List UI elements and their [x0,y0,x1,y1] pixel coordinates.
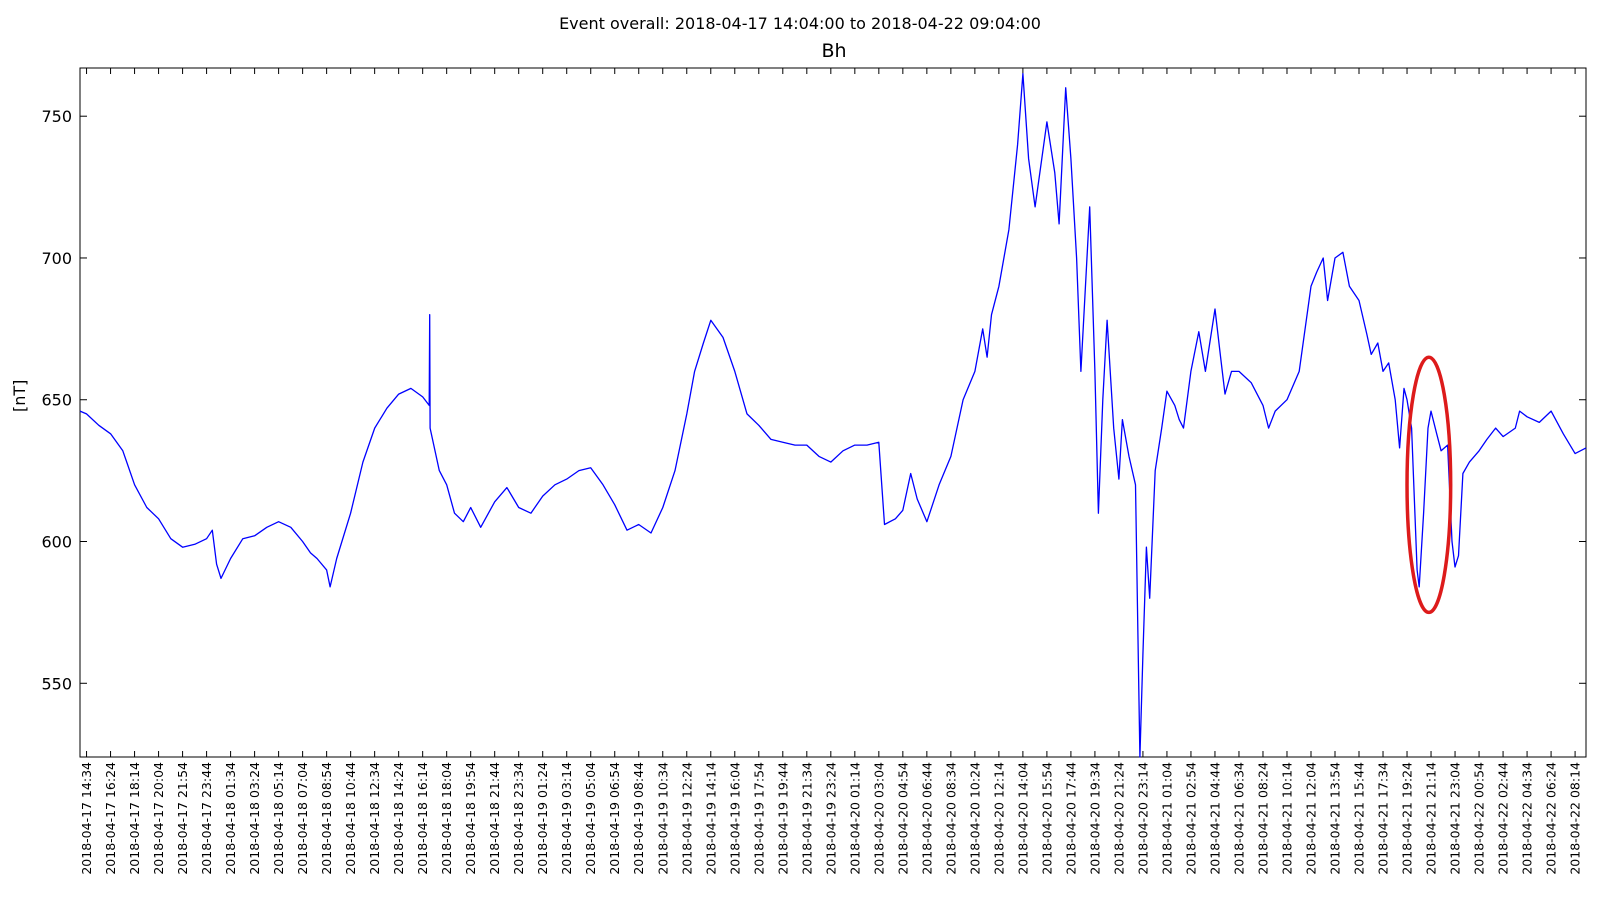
x-tick-label: 2018-04-20 01:14 [847,762,862,875]
y-tick-label: 650 [41,391,72,410]
x-tick-label: 2018-04-17 16:24 [103,762,118,875]
x-tick-label: 2018-04-18 10:44 [343,762,358,875]
x-tick-label: 2018-04-21 19:24 [1400,762,1415,875]
x-tick-label: 2018-04-21 23:04 [1448,762,1463,875]
x-tick-label: 2018-04-18 05:14 [271,762,286,875]
x-tick-label: 2018-04-20 10:24 [967,762,982,875]
x-tick-label: 2018-04-22 06:24 [1544,762,1559,875]
x-tick-label: 2018-04-18 08:54 [319,762,334,875]
x-tick-label: 2018-04-19 10:34 [655,762,670,875]
x-tick-label: 2018-04-20 06:44 [919,762,934,875]
x-tick-label: 2018-04-21 12:04 [1303,762,1318,875]
x-tick-label: 2018-04-19 06:54 [607,762,622,875]
x-tick-label: 2018-04-18 01:34 [223,762,238,875]
x-tick-label: 2018-04-21 13:54 [1328,762,1343,875]
x-tick-label: 2018-04-21 02:54 [1183,762,1198,875]
x-tick-label: 2018-04-21 15:44 [1352,762,1367,875]
x-tick-label: 2018-04-17 21:54 [175,762,190,875]
x-tick-label: 2018-04-21 06:34 [1231,762,1246,875]
x-tick-label: 2018-04-17 14:34 [79,762,94,875]
x-tick-label: 2018-04-20 14:04 [1015,762,1030,875]
x-tick-label: 2018-04-22 00:54 [1472,762,1487,875]
x-tick-label: 2018-04-19 01:24 [535,762,550,875]
x-tick-label: 2018-04-18 03:24 [247,762,262,875]
figure-suptitle: Event overall: 2018-04-17 14:04:00 to 20… [559,14,1041,33]
y-tick-label: 700 [41,249,72,268]
x-tick-label: 2018-04-17 20:04 [151,762,166,875]
y-tick-label: 750 [41,107,72,126]
x-tick-label: 2018-04-18 12:34 [367,762,382,875]
x-tick-label: 2018-04-19 03:14 [559,762,574,875]
x-tick-label: 2018-04-19 23:24 [823,762,838,875]
x-tick-label: 2018-04-19 17:54 [751,762,766,875]
x-tick-label: 2018-04-19 12:24 [679,762,694,875]
x-tick-label: 2018-04-17 23:44 [199,762,214,875]
x-tick-label: 2018-04-19 05:04 [583,762,598,875]
y-tick-label: 600 [41,533,72,552]
x-tick-label: 2018-04-20 03:04 [871,762,886,875]
x-tick-label: 2018-04-21 01:04 [1159,762,1174,875]
plot-frame [79,67,1587,758]
x-tick-label: 2018-04-21 21:14 [1424,762,1439,875]
x-tick-label: 2018-04-18 16:14 [415,762,430,875]
chart-title: Bh [821,40,847,62]
x-tick-label: 2018-04-21 08:24 [1255,762,1270,875]
x-tick-label: 2018-04-20 15:54 [1039,762,1054,875]
x-tick-label: 2018-04-19 16:04 [727,762,742,875]
x-tick-label: 2018-04-19 21:34 [799,762,814,875]
x-tick-label: 2018-04-20 17:44 [1063,762,1078,875]
x-tick-label: 2018-04-20 21:24 [1111,762,1126,875]
x-tick-label: 2018-04-20 19:34 [1087,762,1102,875]
x-tick-label: 2018-04-21 17:34 [1376,762,1391,875]
x-tick-label: 2018-04-18 14:24 [391,762,406,875]
x-tick-label: 2018-04-19 19:44 [775,762,790,875]
x-tick-label: 2018-04-21 04:44 [1207,762,1222,875]
x-tick-label: 2018-04-17 18:14 [127,762,142,875]
x-tick-label: 2018-04-21 10:14 [1279,762,1294,875]
highlight-ellipse [1405,355,1453,615]
x-tick-label: 2018-04-22 02:44 [1496,762,1511,875]
x-tick-label: 2018-04-22 04:34 [1520,762,1535,875]
x-tick-label: 2018-04-20 08:34 [943,762,958,875]
y-tick-label: 550 [41,674,72,693]
x-tick-label: 2018-04-18 07:04 [295,762,310,875]
x-tick-label: 2018-04-18 21:44 [487,762,502,875]
x-tick-label: 2018-04-20 23:14 [1135,762,1150,875]
x-tick-label: 2018-04-20 12:14 [991,762,1006,875]
x-tick-label: 2018-04-19 08:44 [631,762,646,875]
x-tick-label: 2018-04-18 19:54 [463,762,478,875]
x-tick-label: 2018-04-18 23:34 [511,762,526,875]
x-tick-label: 2018-04-20 04:54 [895,762,910,875]
x-tick-label: 2018-04-22 08:14 [1568,762,1583,875]
x-tick-label: 2018-04-18 18:04 [439,762,454,875]
x-tick-label: 2018-04-19 14:14 [703,762,718,875]
series-line-0 [79,73,1587,758]
